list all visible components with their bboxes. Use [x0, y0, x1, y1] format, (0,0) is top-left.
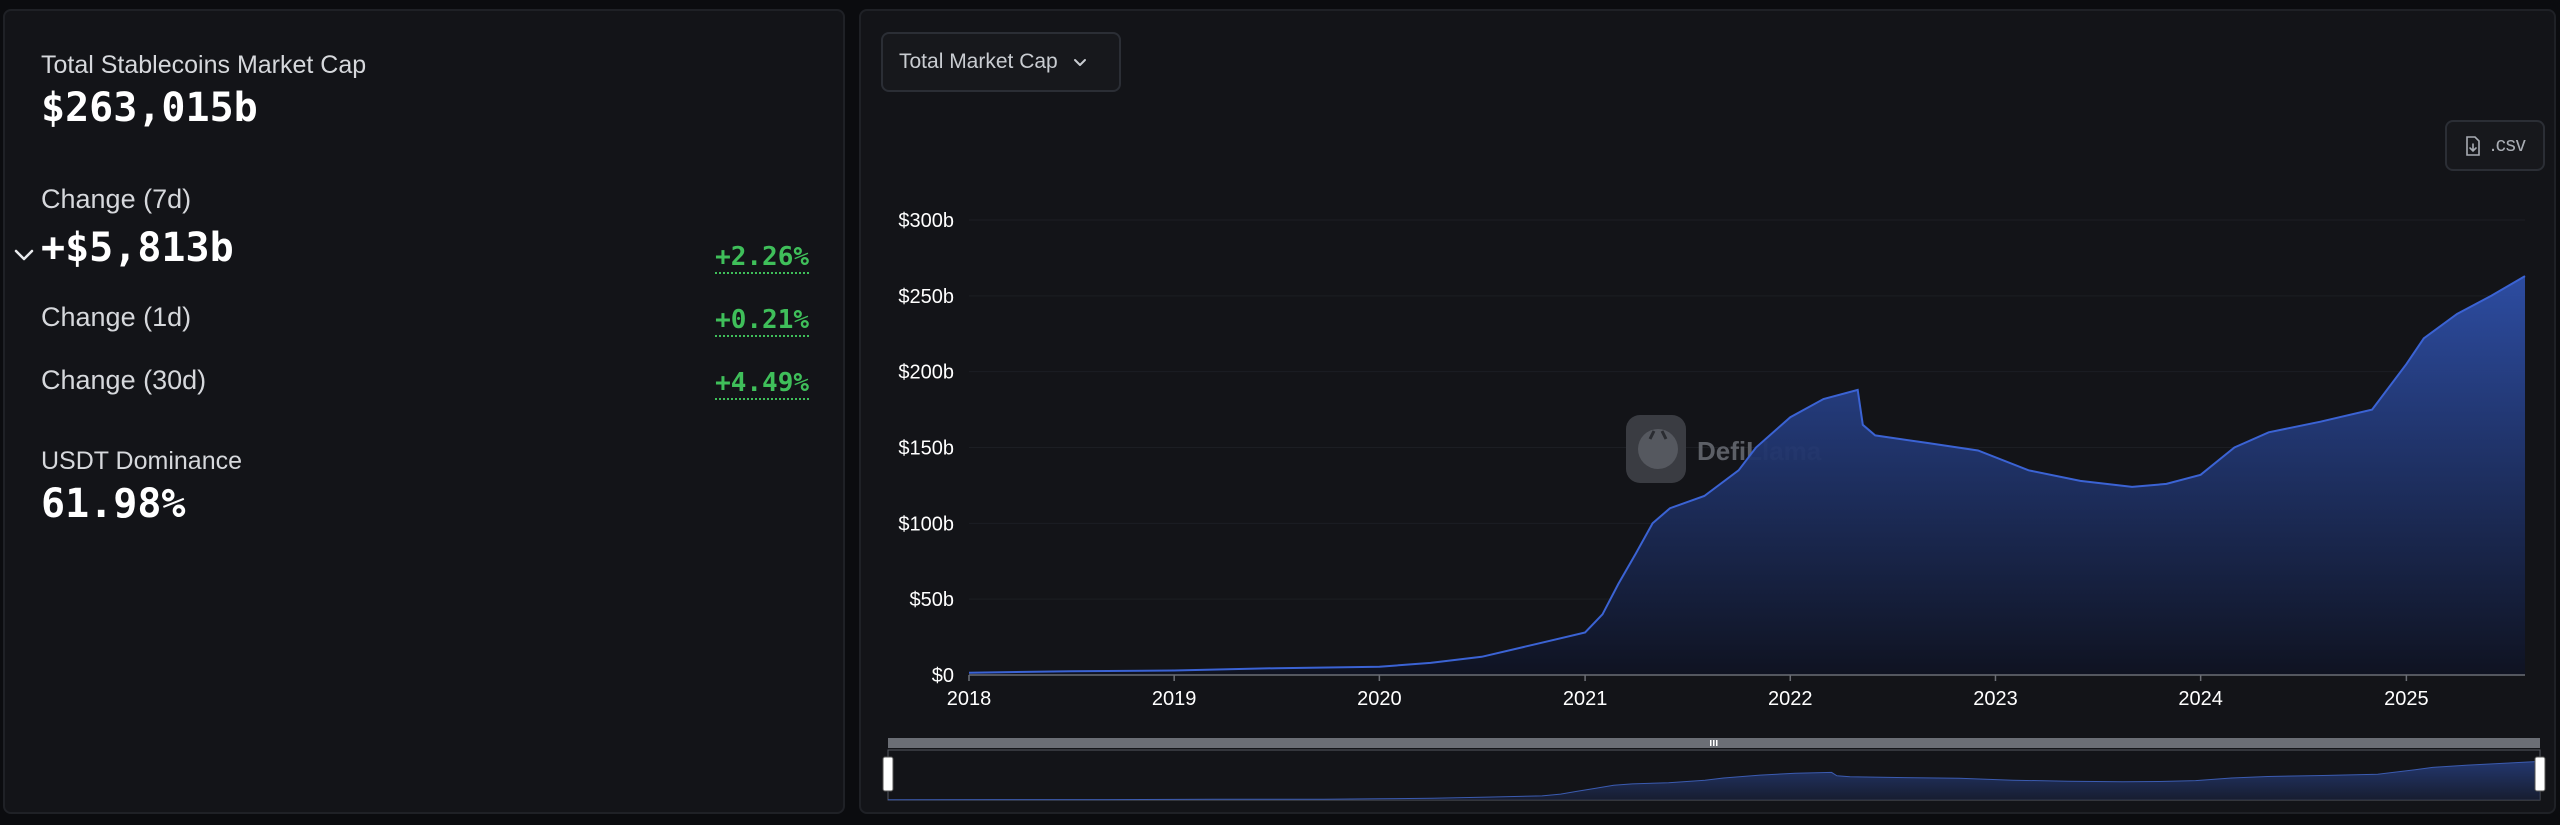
market-cap-chart[interactable]: DefiLlama $0$50b$100b$150b$200b$250b$300…	[861, 11, 2558, 816]
chart-panel: Total Market Cap .csv DefiLlam	[859, 9, 2556, 814]
x-tick-label: 2021	[1563, 688, 1608, 710]
total-market-cap-label: Total Stablecoins Market Cap	[41, 51, 367, 79]
change-1d-pct[interactable]: +0.21%	[715, 305, 809, 337]
x-tick-label: 2023	[1973, 688, 2018, 710]
chevron-down-icon	[1073, 59, 1086, 66]
y-tick-label: $300b	[898, 210, 954, 232]
brush-grip-icon	[1710, 740, 1718, 746]
download-csv-button[interactable]: .csv	[2445, 120, 2545, 171]
x-tick-label: 2020	[1357, 688, 1402, 710]
x-tick-label: 2024	[2178, 688, 2223, 710]
y-tick-label: $150b	[898, 438, 954, 460]
total-market-cap-value: $263,015b	[41, 85, 258, 131]
y-tick-label: $50b	[910, 589, 955, 611]
x-tick-label: 2022	[1768, 688, 1813, 710]
brush-preview-line	[887, 760, 2541, 801]
change-30d-pct[interactable]: +4.49%	[715, 368, 809, 400]
change-7d-value: +$5,813b	[41, 225, 234, 271]
csv-label: .csv	[2490, 134, 2526, 156]
market-cap-line[interactable]	[968, 275, 2526, 674]
change-1d-label: Change (1d)	[41, 302, 192, 332]
change-7d-pct: +2.26%	[715, 242, 809, 274]
file-download-icon	[2466, 135, 2481, 156]
x-tick-label: 2019	[1152, 688, 1197, 710]
y-tick-label: $0	[932, 665, 954, 687]
x-tick-label: 2025	[2384, 688, 2429, 710]
market-cap-area	[969, 276, 2525, 675]
usdt-dominance-value: 61.98%	[41, 481, 186, 527]
metric-dropdown[interactable]: Total Market Cap	[881, 32, 1121, 92]
y-tick-label: $200b	[898, 362, 954, 384]
x-tick-label: 2018	[947, 688, 992, 710]
change-7d-label: Change (7d)	[41, 184, 192, 214]
y-tick-label: $250b	[898, 286, 954, 308]
change-30d-label: Change (30d)	[41, 365, 207, 395]
time-range-brush[interactable]	[882, 738, 2546, 801]
metric-dropdown-label: Total Market Cap	[899, 50, 1058, 73]
y-tick-label: $100b	[898, 513, 954, 535]
stats-panel: Total Stablecoins Market Cap $263,015b C…	[3, 9, 845, 814]
usdt-dominance-label: USDT Dominance	[41, 447, 243, 475]
brush-preview-area	[888, 761, 2540, 800]
chevron-down-icon[interactable]	[12, 243, 36, 267]
brush-right-handle[interactable]	[2534, 756, 2546, 792]
brush-left-handle[interactable]	[882, 756, 894, 792]
